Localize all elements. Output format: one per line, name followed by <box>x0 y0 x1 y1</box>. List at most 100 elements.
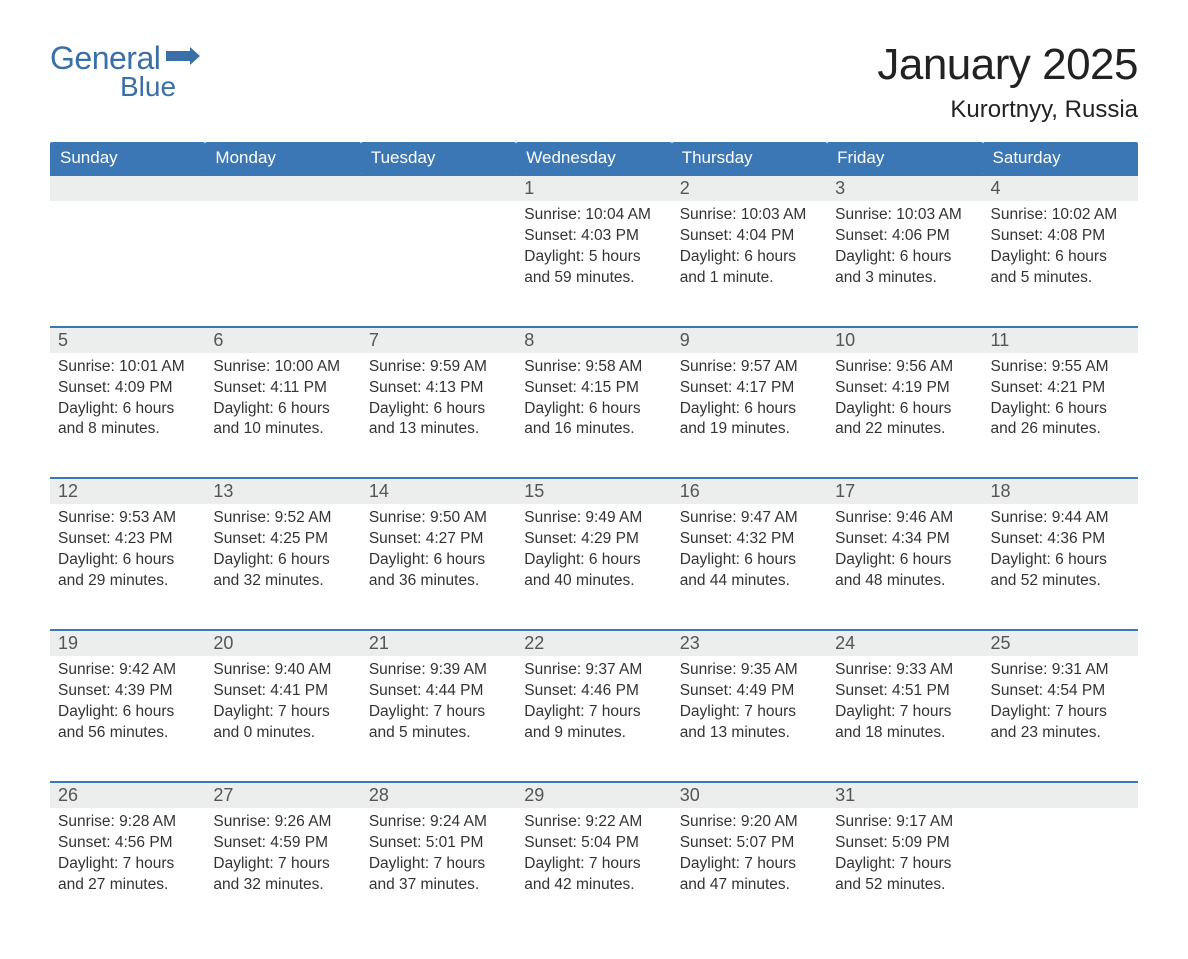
day-number-cell: 13 <box>205 478 360 504</box>
day-content-cell: Sunrise: 9:22 AMSunset: 5:04 PMDaylight:… <box>516 808 671 920</box>
day-number-row: 567891011 <box>50 327 1138 353</box>
sunrise-line: Sunrise: 9:49 AM <box>524 508 663 529</box>
day-of-week-header: Saturday <box>983 142 1138 175</box>
sunrise-line: Sunrise: 9:56 AM <box>835 357 974 378</box>
day-number-cell: 19 <box>50 630 205 656</box>
day-number-cell: 8 <box>516 327 671 353</box>
day-of-week-header: Friday <box>827 142 982 175</box>
daylight-line: Daylight: 6 hours and 32 minutes. <box>213 550 352 592</box>
daylight-line: Daylight: 6 hours and 52 minutes. <box>991 550 1130 592</box>
day-content-cell: Sunrise: 9:28 AMSunset: 4:56 PMDaylight:… <box>50 808 205 920</box>
day-number-row: 262728293031 <box>50 782 1138 808</box>
sunset-line: Sunset: 4:46 PM <box>524 681 663 702</box>
empty-day-cell <box>361 175 516 201</box>
daylight-line: Daylight: 6 hours and 8 minutes. <box>58 399 197 441</box>
day-number-cell: 14 <box>361 478 516 504</box>
sunset-line: Sunset: 4:21 PM <box>991 378 1130 399</box>
day-number-cell: 30 <box>672 782 827 808</box>
sunset-line: Sunset: 4:08 PM <box>991 226 1130 247</box>
sunset-line: Sunset: 5:09 PM <box>835 833 974 854</box>
day-number-cell: 26 <box>50 782 205 808</box>
sunset-line: Sunset: 4:59 PM <box>213 833 352 854</box>
daylight-line: Daylight: 7 hours and 0 minutes. <box>213 702 352 744</box>
empty-content-cell <box>205 201 360 313</box>
sunset-line: Sunset: 4:17 PM <box>680 378 819 399</box>
sunrise-line: Sunrise: 9:47 AM <box>680 508 819 529</box>
day-content-cell: Sunrise: 9:44 AMSunset: 4:36 PMDaylight:… <box>983 504 1138 616</box>
sunrise-line: Sunrise: 9:57 AM <box>680 357 819 378</box>
day-number-cell: 7 <box>361 327 516 353</box>
day-content-cell: Sunrise: 9:49 AMSunset: 4:29 PMDaylight:… <box>516 504 671 616</box>
day-number-cell: 16 <box>672 478 827 504</box>
day-content-cell: Sunrise: 9:33 AMSunset: 4:51 PMDaylight:… <box>827 656 982 768</box>
sunset-line: Sunset: 4:32 PM <box>680 529 819 550</box>
sunset-line: Sunset: 4:36 PM <box>991 529 1130 550</box>
day-content-row: Sunrise: 10:04 AMSunset: 4:03 PMDaylight… <box>50 201 1138 313</box>
daylight-line: Daylight: 5 hours and 59 minutes. <box>524 247 663 289</box>
day-of-week-header: Tuesday <box>361 142 516 175</box>
day-number-cell: 12 <box>50 478 205 504</box>
day-content-cell: Sunrise: 9:26 AMSunset: 4:59 PMDaylight:… <box>205 808 360 920</box>
daylight-line: Daylight: 7 hours and 27 minutes. <box>58 854 197 896</box>
day-content-row: Sunrise: 9:28 AMSunset: 4:56 PMDaylight:… <box>50 808 1138 920</box>
day-content-cell: Sunrise: 10:03 AMSunset: 4:06 PMDaylight… <box>827 201 982 313</box>
daylight-line: Daylight: 7 hours and 5 minutes. <box>369 702 508 744</box>
daylight-line: Daylight: 7 hours and 9 minutes. <box>524 702 663 744</box>
sunrise-line: Sunrise: 9:39 AM <box>369 660 508 681</box>
logo-flag-icon <box>166 47 200 74</box>
empty-content-cell <box>50 201 205 313</box>
daylight-line: Daylight: 6 hours and 19 minutes. <box>680 399 819 441</box>
day-number-cell: 24 <box>827 630 982 656</box>
sunset-line: Sunset: 4:41 PM <box>213 681 352 702</box>
daylight-line: Daylight: 6 hours and 36 minutes. <box>369 550 508 592</box>
day-content-cell: Sunrise: 9:40 AMSunset: 4:41 PMDaylight:… <box>205 656 360 768</box>
daylight-line: Daylight: 6 hours and 1 minute. <box>680 247 819 289</box>
day-content-cell: Sunrise: 9:42 AMSunset: 4:39 PMDaylight:… <box>50 656 205 768</box>
day-content-cell: Sunrise: 10:02 AMSunset: 4:08 PMDaylight… <box>983 201 1138 313</box>
day-content-cell: Sunrise: 9:52 AMSunset: 4:25 PMDaylight:… <box>205 504 360 616</box>
daylight-line: Daylight: 6 hours and 3 minutes. <box>835 247 974 289</box>
day-content-cell: Sunrise: 9:56 AMSunset: 4:19 PMDaylight:… <box>827 353 982 465</box>
daylight-line: Daylight: 6 hours and 48 minutes. <box>835 550 974 592</box>
day-content-cell: Sunrise: 9:31 AMSunset: 4:54 PMDaylight:… <box>983 656 1138 768</box>
day-number-cell: 28 <box>361 782 516 808</box>
daylight-line: Daylight: 6 hours and 5 minutes. <box>991 247 1130 289</box>
daylight-line: Daylight: 6 hours and 26 minutes. <box>991 399 1130 441</box>
day-content-row: Sunrise: 9:53 AMSunset: 4:23 PMDaylight:… <box>50 504 1138 616</box>
sunrise-line: Sunrise: 9:50 AM <box>369 508 508 529</box>
day-content-cell: Sunrise: 9:20 AMSunset: 5:07 PMDaylight:… <box>672 808 827 920</box>
sunset-line: Sunset: 5:01 PM <box>369 833 508 854</box>
day-content-cell: Sunrise: 9:39 AMSunset: 4:44 PMDaylight:… <box>361 656 516 768</box>
calendar-table: SundayMondayTuesdayWednesdayThursdayFrid… <box>50 142 1138 919</box>
sunset-line: Sunset: 4:54 PM <box>991 681 1130 702</box>
daylight-line: Daylight: 7 hours and 52 minutes. <box>835 854 974 896</box>
day-of-week-header: Wednesday <box>516 142 671 175</box>
empty-day-cell <box>205 175 360 201</box>
day-number-cell: 10 <box>827 327 982 353</box>
sunrise-line: Sunrise: 10:00 AM <box>213 357 352 378</box>
sunset-line: Sunset: 4:04 PM <box>680 226 819 247</box>
logo: General Blue <box>50 40 200 103</box>
location-label: Kurortnyy, Russia <box>877 96 1138 124</box>
daylight-line: Daylight: 6 hours and 22 minutes. <box>835 399 974 441</box>
daylight-line: Daylight: 6 hours and 13 minutes. <box>369 399 508 441</box>
sunrise-line: Sunrise: 10:03 AM <box>680 205 819 226</box>
day-number-cell: 31 <box>827 782 982 808</box>
day-of-week-row: SundayMondayTuesdayWednesdayThursdayFrid… <box>50 142 1138 175</box>
day-content-cell: Sunrise: 9:35 AMSunset: 4:49 PMDaylight:… <box>672 656 827 768</box>
sunset-line: Sunset: 4:03 PM <box>524 226 663 247</box>
sunrise-line: Sunrise: 9:37 AM <box>524 660 663 681</box>
day-number-row: 19202122232425 <box>50 630 1138 656</box>
sunrise-line: Sunrise: 9:26 AM <box>213 812 352 833</box>
day-number-cell: 4 <box>983 175 1138 201</box>
sunrise-line: Sunrise: 9:46 AM <box>835 508 974 529</box>
sunset-line: Sunset: 4:23 PM <box>58 529 197 550</box>
day-content-cell: Sunrise: 9:17 AMSunset: 5:09 PMDaylight:… <box>827 808 982 920</box>
sunset-line: Sunset: 4:39 PM <box>58 681 197 702</box>
daylight-line: Daylight: 7 hours and 42 minutes. <box>524 854 663 896</box>
sunset-line: Sunset: 5:07 PM <box>680 833 819 854</box>
empty-content-cell <box>361 201 516 313</box>
day-content-cell: Sunrise: 9:46 AMSunset: 4:34 PMDaylight:… <box>827 504 982 616</box>
sunrise-line: Sunrise: 9:55 AM <box>991 357 1130 378</box>
sunset-line: Sunset: 4:15 PM <box>524 378 663 399</box>
